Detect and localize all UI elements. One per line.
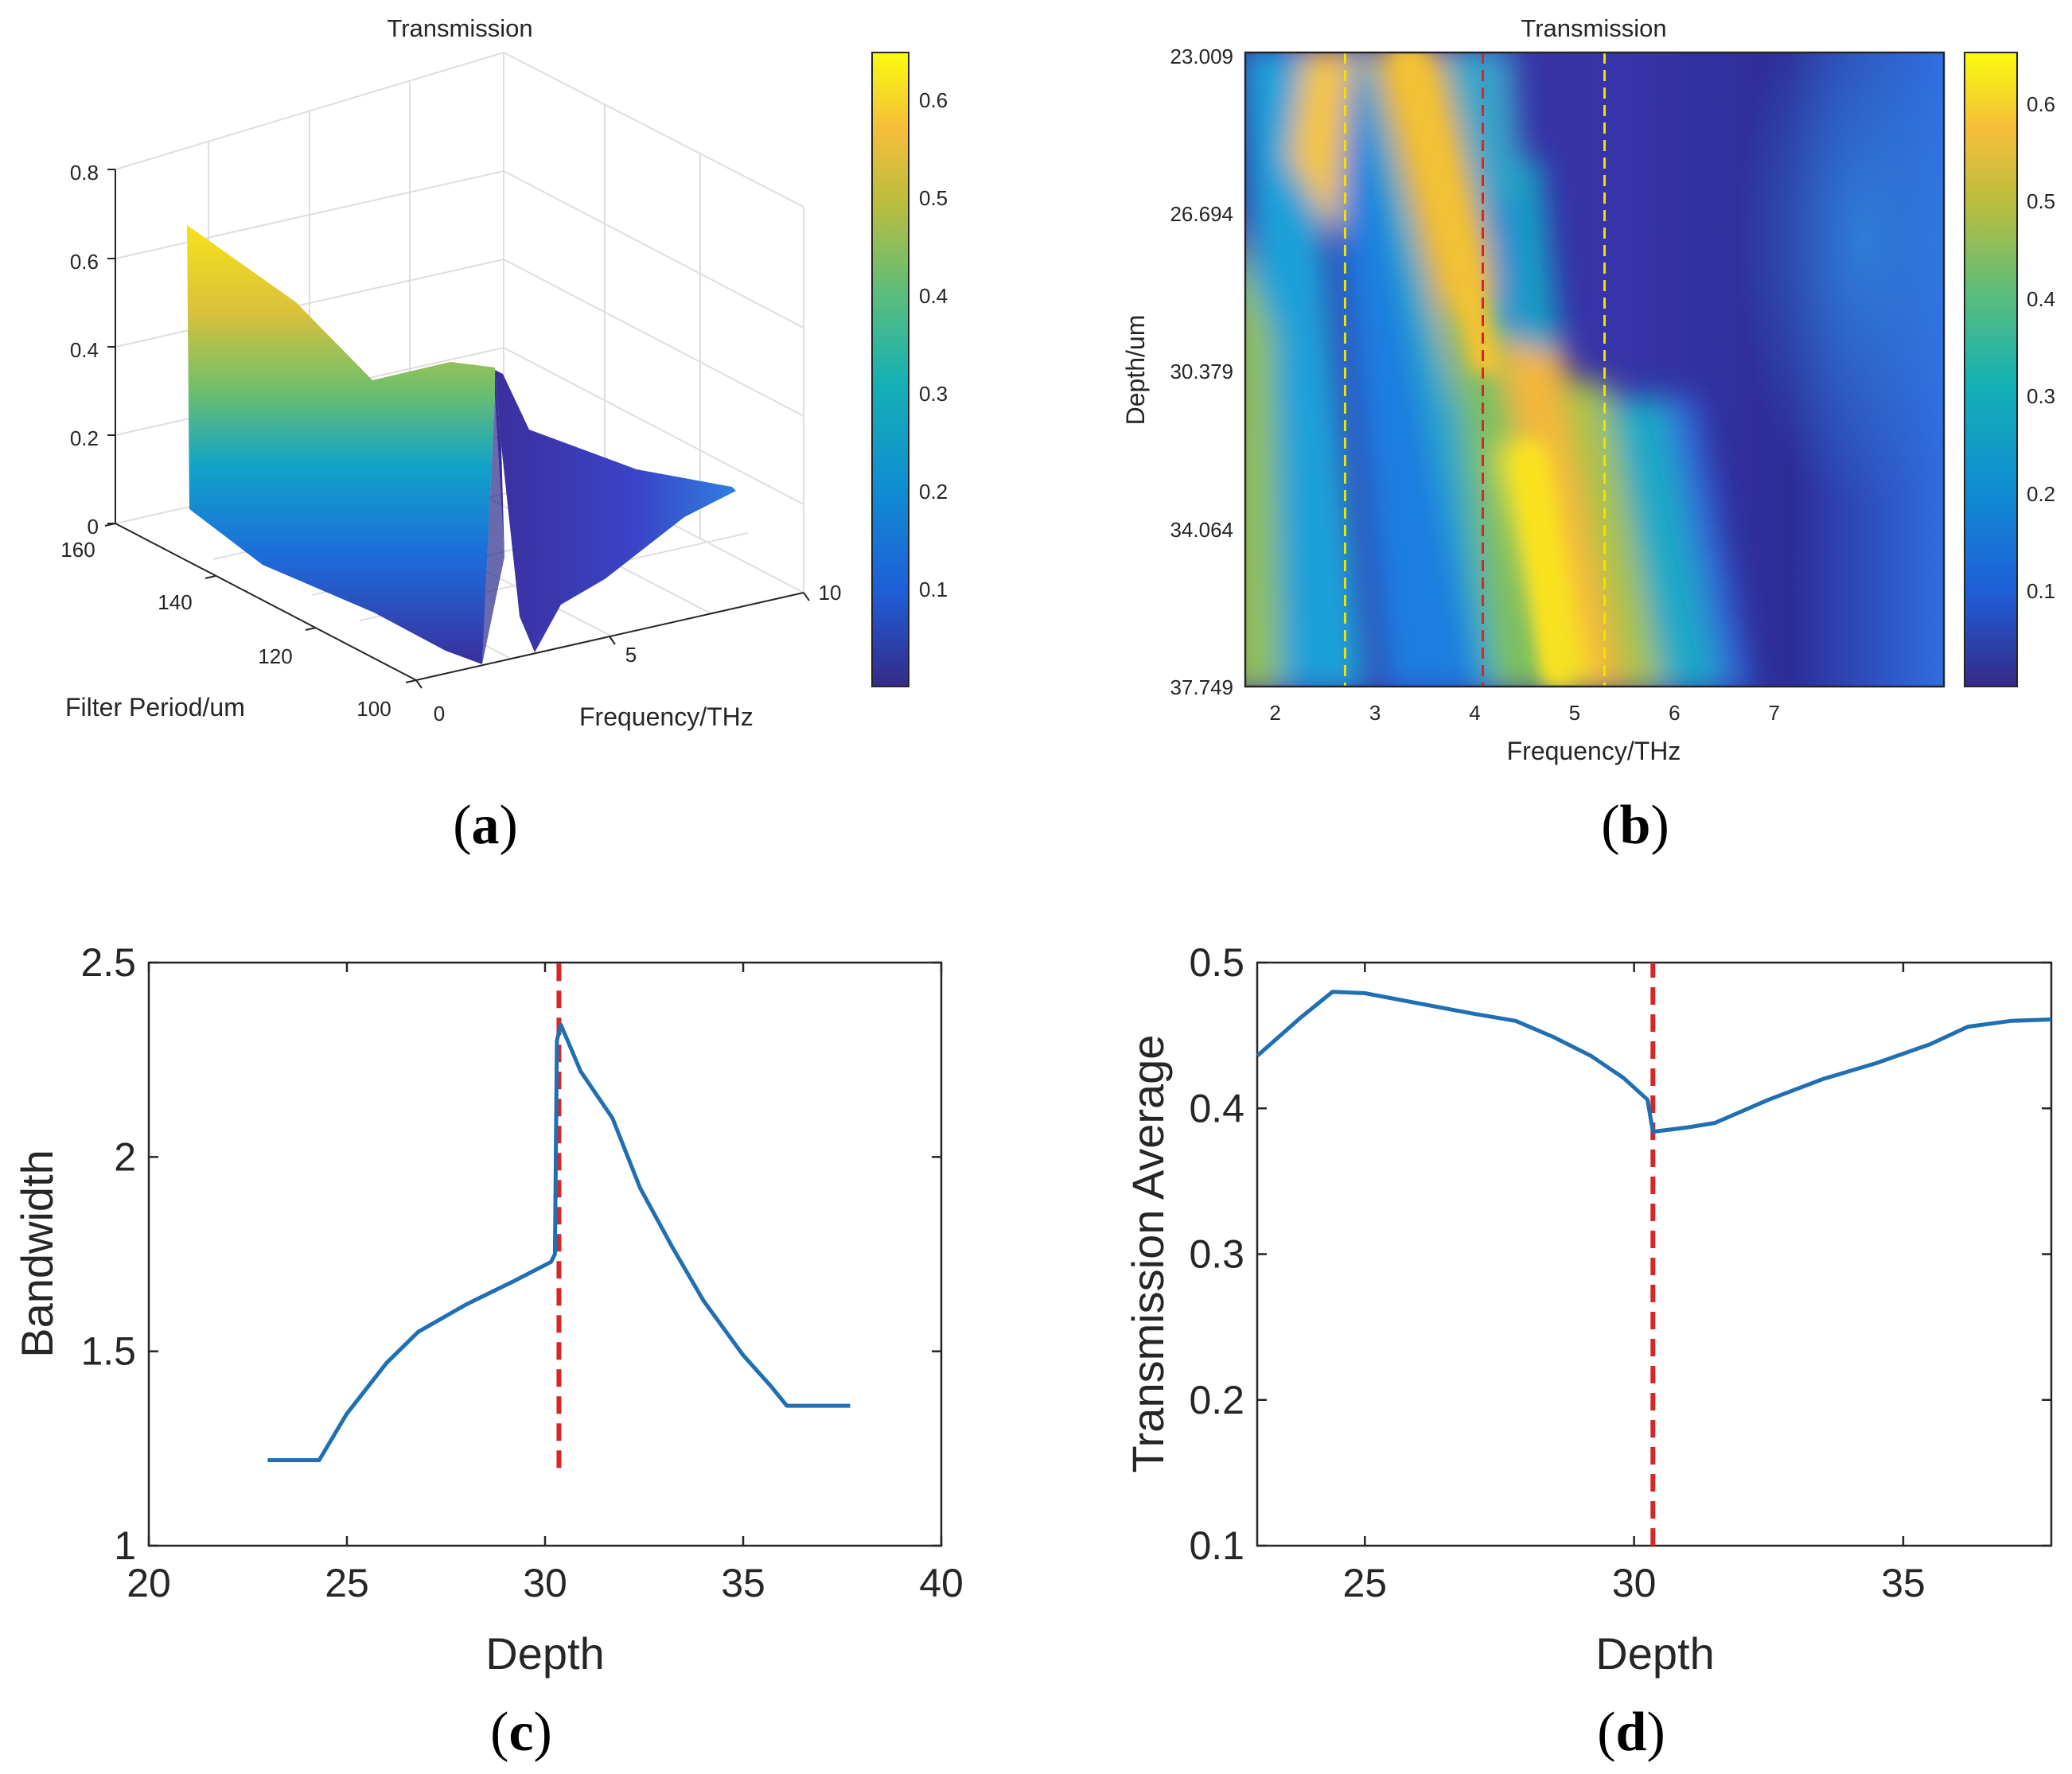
panel-b-xlabel: Frequency/THz bbox=[1507, 737, 1681, 765]
panel-c-x-ticks: 20 25 30 35 40 bbox=[127, 1561, 964, 1605]
panel-a-label: (a) bbox=[453, 795, 518, 856]
panel-b-title: Transmission bbox=[1521, 14, 1666, 42]
cbar-a-tick-0: 0.1 bbox=[919, 578, 948, 601]
cbar-a-tick-1: 0.2 bbox=[919, 480, 948, 504]
panel-b-y-ticks: 23.009 26.694 30.379 34.064 37.749 bbox=[1170, 45, 1233, 699]
d-y-tick-3: 0.4 bbox=[1189, 1086, 1244, 1130]
b-y-tick-0: 23.009 bbox=[1170, 45, 1233, 68]
panel-b-colorbar bbox=[1965, 53, 2017, 687]
cbar-a-tick-2: 0.3 bbox=[919, 382, 948, 406]
b-y-tick-3: 34.064 bbox=[1170, 518, 1233, 542]
c-y-tick-0: 1 bbox=[114, 1523, 136, 1568]
panel-d-ylabel: Transmission Average bbox=[1123, 1035, 1173, 1473]
x-tick-0: 0 bbox=[434, 702, 445, 726]
c-x-tick-1: 25 bbox=[325, 1561, 369, 1605]
cbar-b-tick-4: 0.5 bbox=[2027, 189, 2055, 213]
d-y-tick-4: 0.5 bbox=[1189, 940, 1244, 985]
panel-c-ylabel: Bandwidth bbox=[12, 1150, 62, 1358]
panel-a-z-ticks: 0 0.2 0.4 0.6 0.8 bbox=[70, 161, 99, 539]
b-x-tick-5: 7 bbox=[1769, 701, 1780, 725]
panel-d-y-ticks: 0.1 0.2 0.3 0.4 0.5 bbox=[1189, 940, 1244, 1568]
panel-a-ylabel: Filter Period/um bbox=[65, 693, 245, 722]
cbar-a-tick-5: 0.6 bbox=[919, 88, 948, 112]
panel-a-axes bbox=[104, 169, 810, 689]
panel-d-x-ticks: 25 30 35 bbox=[1343, 1561, 1926, 1605]
d-x-tick-1: 30 bbox=[1612, 1561, 1657, 1605]
b-x-tick-3: 5 bbox=[1569, 701, 1580, 725]
panel-c-y-ticks: 1 1.5 2 2.5 bbox=[80, 940, 136, 1568]
panel-a-y-ticks: 160 140 120 100 bbox=[60, 538, 391, 721]
cbar-b-tick-5: 0.6 bbox=[2027, 92, 2055, 116]
cbar-b-tick-3: 0.4 bbox=[2027, 287, 2055, 311]
b-y-tick-4: 37.749 bbox=[1170, 675, 1233, 699]
panel-a-x-ticks: 0 5 10 bbox=[434, 581, 842, 726]
z-tick-4: 0.8 bbox=[70, 161, 99, 185]
panel-a-surface bbox=[187, 225, 736, 664]
panel-c-xlabel: Depth bbox=[485, 1628, 604, 1679]
y-tick-3: 100 bbox=[356, 697, 391, 721]
cbar-b-tick-1: 0.2 bbox=[2027, 482, 2055, 506]
panel-b-ylabel: Depth/um bbox=[1121, 315, 1150, 426]
panel-a-xlabel: Frequency/THz bbox=[579, 702, 754, 731]
panel-d: 25 30 35 0.1 0.2 0.3 0.4 0.5 Depth Trans… bbox=[1123, 940, 2053, 1763]
panel-c-series-line bbox=[267, 1022, 851, 1462]
d-x-tick-2: 35 bbox=[1881, 1561, 1926, 1605]
panel-b-heatmap bbox=[1245, 53, 1944, 687]
c-y-tick-2: 2 bbox=[114, 1134, 136, 1179]
panel-c: 20 25 30 35 40 1 1.5 2 2.5 Depth Bandwid… bbox=[12, 940, 964, 1763]
cbar-b-tick-0: 0.1 bbox=[2027, 579, 2055, 603]
x-tick-2: 10 bbox=[819, 581, 842, 605]
panel-c-label: (c) bbox=[490, 1702, 552, 1763]
panel-a-colorbar bbox=[872, 53, 909, 687]
panel-b: Transmission bbox=[1121, 14, 2055, 856]
x-tick-1: 5 bbox=[625, 643, 637, 667]
cbar-a-tick-4: 0.5 bbox=[919, 186, 948, 210]
panel-d-series-line bbox=[1256, 990, 2052, 1134]
panel-a-colorbar-ticks: 0.1 0.2 0.3 0.4 0.5 0.6 bbox=[919, 88, 948, 601]
b-x-tick-1: 3 bbox=[1369, 701, 1381, 725]
panel-c-tick-marks bbox=[147, 961, 943, 1547]
z-tick-2: 0.4 bbox=[70, 338, 99, 362]
b-y-tick-1: 26.694 bbox=[1170, 202, 1233, 226]
panel-b-label: (b) bbox=[1601, 795, 1669, 856]
b-x-tick-2: 4 bbox=[1469, 701, 1480, 725]
c-y-tick-1: 1.5 bbox=[80, 1329, 136, 1374]
z-tick-3: 0.6 bbox=[70, 250, 99, 274]
c-x-tick-3: 35 bbox=[721, 1561, 765, 1605]
y-tick-0: 160 bbox=[60, 538, 95, 562]
panel-d-xlabel: Depth bbox=[1595, 1628, 1714, 1679]
c-x-tick-2: 30 bbox=[523, 1561, 567, 1605]
panel-b-axes-frame bbox=[1244, 51, 1945, 688]
z-tick-0: 0 bbox=[88, 515, 99, 539]
z-tick-1: 0.2 bbox=[70, 426, 99, 450]
y-tick-2: 120 bbox=[258, 644, 292, 668]
b-y-tick-2: 30.379 bbox=[1170, 360, 1233, 383]
panel-a-title: Transmission bbox=[387, 14, 532, 42]
b-x-tick-0: 2 bbox=[1269, 701, 1280, 725]
d-y-tick-1: 0.2 bbox=[1189, 1378, 1244, 1422]
cbar-b-tick-2: 0.3 bbox=[2027, 384, 2055, 408]
c-y-tick-3: 2.5 bbox=[80, 940, 136, 985]
panel-a: Transmission bbox=[60, 14, 948, 856]
panel-d-label: (d) bbox=[1597, 1702, 1665, 1763]
y-tick-1: 140 bbox=[158, 590, 192, 614]
panel-b-x-ticks: 2 3 4 5 6 7 bbox=[1269, 701, 1780, 725]
cbar-a-tick-3: 0.4 bbox=[919, 284, 948, 308]
c-x-tick-0: 20 bbox=[127, 1561, 171, 1605]
c-x-tick-4: 40 bbox=[919, 1561, 964, 1605]
d-y-tick-2: 0.3 bbox=[1189, 1232, 1244, 1277]
panel-b-colorbar-ticks: 0.1 0.2 0.3 0.4 0.5 0.6 bbox=[2027, 92, 2055, 603]
d-x-tick-0: 25 bbox=[1343, 1561, 1388, 1605]
d-y-tick-0: 0.1 bbox=[1189, 1523, 1244, 1568]
b-x-tick-4: 6 bbox=[1669, 701, 1680, 725]
panel-d-tick-marks bbox=[1257, 961, 2051, 1547]
